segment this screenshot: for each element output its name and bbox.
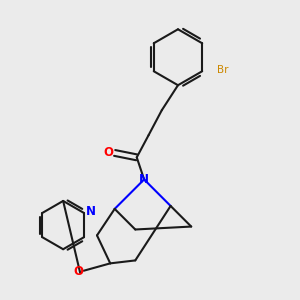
- Text: Br: Br: [217, 65, 228, 75]
- Text: O: O: [103, 146, 113, 159]
- Text: O: O: [74, 265, 83, 278]
- Text: N: N: [139, 173, 149, 186]
- Text: N: N: [85, 205, 95, 218]
